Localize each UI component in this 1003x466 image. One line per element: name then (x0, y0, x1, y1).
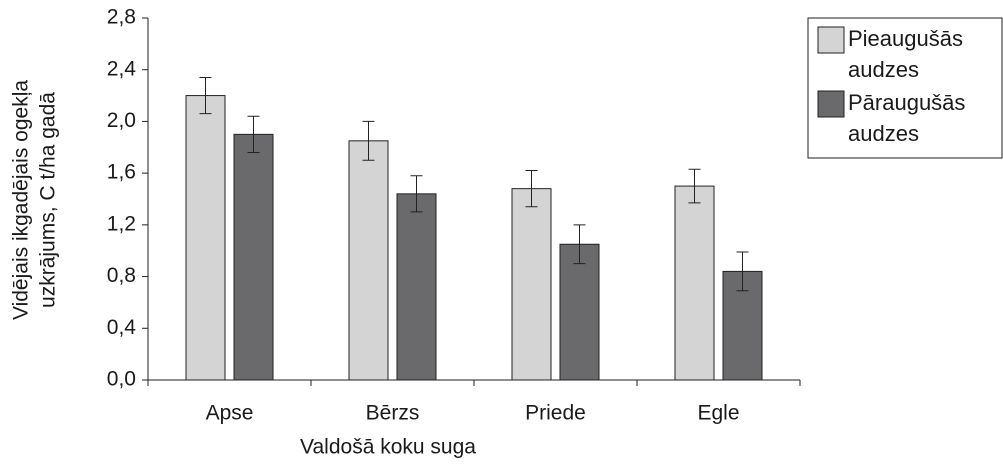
bar (674, 185, 715, 381)
y-tick-label: 2,8 (107, 6, 136, 29)
bar (396, 193, 437, 381)
legend-label: Pieaugušās audzes (848, 26, 963, 82)
error-bar (736, 251, 749, 292)
legend-item: Pāraugušās audzes (848, 90, 966, 146)
y-tick-label: 2,0 (107, 109, 136, 132)
error-bar (199, 76, 212, 115)
error-bar (247, 115, 260, 153)
x-tick-label: Apse (206, 402, 254, 425)
x-tick-label: Priede (525, 402, 586, 425)
error-bar (573, 224, 586, 265)
x-tick-label: Bērzs (366, 402, 420, 425)
legend-item: Pieaugušās audzes (848, 26, 963, 82)
legend-swatch (817, 90, 845, 118)
y-tick-label: 2,4 (107, 57, 137, 80)
x-axis-label: Valdošā koku suga (300, 436, 476, 459)
y-axis-label: uzkrājums, C t/ha gadā (37, 92, 60, 308)
bar (348, 140, 389, 381)
error-bar (688, 168, 701, 204)
y-tick-label: 0,4 (107, 316, 137, 339)
bar (511, 188, 552, 381)
error-bar (525, 170, 538, 208)
y-tick-label: 0,8 (107, 264, 136, 287)
y-tick-label: 1,2 (107, 212, 136, 235)
y-tick-label: 1,6 (107, 161, 136, 184)
legend-label: Pāraugušās audzes (848, 90, 966, 146)
legend-swatch (817, 26, 845, 54)
bar (185, 95, 226, 381)
y-axis-label: Vidējais ikgadējais ogekļa (10, 80, 33, 320)
bar (559, 243, 600, 381)
error-bar (410, 175, 423, 213)
x-tick-label: Egle (697, 402, 739, 425)
y-tick-label: 0,0 (107, 368, 136, 391)
error-bar (362, 120, 375, 161)
bar (233, 133, 274, 381)
